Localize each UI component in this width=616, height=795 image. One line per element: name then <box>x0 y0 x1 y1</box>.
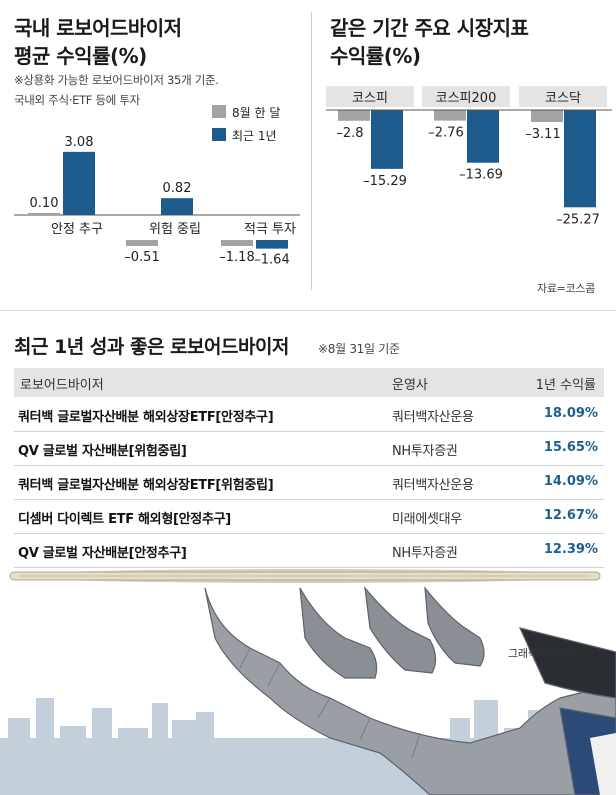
category-label-bg <box>519 86 607 107</box>
left-chart-title-line2: 평균 수익률(%) <box>14 44 147 68</box>
row-operator: 미래에셋대우 <box>392 512 462 527</box>
category-label: 코스피200 <box>436 91 497 106</box>
left-bar-chart: 안정 추구 0.10 3.08 위험 중립 –0.51 0.82 적극 투자 –1.18 –1.… <box>14 135 300 268</box>
row-return: 12.39% <box>543 542 598 557</box>
category-label-bg <box>326 86 414 107</box>
bar-value-label: –25.27 <box>556 212 600 227</box>
row-operator: NH투자증권 <box>392 546 458 561</box>
bar-value-label: 0.82 <box>163 181 192 196</box>
category-label-bg <box>422 86 510 107</box>
legend-swatch-month <box>212 105 226 118</box>
row-operator: 쿼터백자산운용 <box>392 410 474 425</box>
row-operator: 쿼터백자산운용 <box>392 478 474 493</box>
row-name: 디셈버 다이렉트 ETF 해외형[안정추구] <box>18 512 231 527</box>
source-label: 자료=코스콤 <box>537 282 596 295</box>
bar-month <box>221 240 253 246</box>
row-name: QV 글로벌 자산배분[안정추구] <box>18 546 187 561</box>
bar-year <box>161 198 193 215</box>
right-bar-chart: 코스피 –2.8 –15.29 코스피200 –2.76 –13.69 코스닥 –3.11 –2… <box>326 86 612 227</box>
bar-year <box>371 110 403 169</box>
table-header-operator: 운영사 <box>392 378 428 393</box>
bar-value-label: –1.64 <box>254 253 289 268</box>
bar-value-label: –13.69 <box>459 168 503 183</box>
row-return: 15.65% <box>543 440 598 455</box>
bar-month <box>531 110 563 122</box>
bar-year <box>564 110 596 208</box>
table-row: QV 글로벌 자산배분[안정추구] NH투자증권 12.39% <box>14 534 604 568</box>
bar-year <box>256 240 288 249</box>
bar-month <box>28 212 60 215</box>
table-header-name: 로보어드바이저 <box>20 378 104 393</box>
category-label: 위험 중립 <box>149 222 201 237</box>
table-header-return: 1년 수익률 <box>535 378 596 393</box>
left-chart-note-line1: ※상용화 가능한 로보어드바이저 35개 기준. <box>14 73 219 87</box>
bar-year <box>467 110 499 163</box>
table-title: 최근 1년 성과 좋은 로보어드바이저 <box>14 336 289 358</box>
legend-label-year: 최근 1년 <box>232 129 277 143</box>
bar-month <box>338 110 370 121</box>
row-name: 쿼터백 글로벌자산배분 해외상장ETF[안정추구] <box>18 410 274 425</box>
row-name: 쿼터백 글로벌자산배분 해외상장ETF[위험중립] <box>18 478 274 493</box>
legend-label-month: 8월 한 달 <box>232 106 281 120</box>
table-note: ※8월 31일 기준 <box>318 342 400 356</box>
table-row: 쿼터백 글로벌자산배분 해외상장ETF[안정추구] 쿼터백자산운용 18.09% <box>14 398 604 432</box>
graphic-credit: 그래픽=박상훈 <box>508 647 576 660</box>
bar-value-label: –15.29 <box>363 174 407 189</box>
bar-value-label: –3.11 <box>525 127 560 142</box>
category-label: 코스피 <box>352 91 388 106</box>
row-name: QV 글로벌 자산배분[위험중립] <box>18 444 187 459</box>
bar-value-label: –2.8 <box>336 126 363 141</box>
category-label: 코스닥 <box>545 91 581 106</box>
bar-month <box>434 110 466 121</box>
category-label: 안정 추구 <box>51 222 103 237</box>
robot-hand <box>204 586 616 795</box>
legend-swatch-year <box>212 128 226 141</box>
vertical-divider <box>311 12 312 290</box>
table-row: QV 글로벌 자산배분[위험중립] NH투자증권 15.65% <box>14 432 604 466</box>
bar-value-label: –2.76 <box>428 126 463 141</box>
row-return: 12.67% <box>543 508 598 523</box>
robot-hand-illustration <box>0 569 616 795</box>
bar-value-label: –1.18 <box>219 250 254 265</box>
table-row: 쿼터백 글로벌자산배분 해외상장ETF[위험중립] 쿼터백자산운용 14.09% <box>14 466 604 500</box>
row-operator: NH투자증권 <box>392 444 458 459</box>
bar-value-label: 0.10 <box>30 196 59 211</box>
serving-tray <box>9 569 601 583</box>
category-label: 적극 투자 <box>244 222 296 237</box>
table-header: 로보어드바이저 운영사 1년 수익률 <box>14 368 604 397</box>
table-row: 디셈버 다이렉트 ETF 해외형[안정추구] 미래에셋대우 12.67% <box>14 500 604 534</box>
right-chart-title-line1: 같은 기간 주요 시장지표 <box>330 16 529 40</box>
row-return: 18.09% <box>543 406 598 421</box>
bar-value-label: –0.51 <box>124 250 159 265</box>
bar-month <box>126 240 158 246</box>
bar-year <box>63 151 95 215</box>
left-chart-title-line1: 국내 로보어드바이저 <box>14 16 182 40</box>
left-chart-note-line2: 국내외 주식·ETF 등에 투자 <box>14 93 140 107</box>
row-return: 14.09% <box>543 474 598 489</box>
horizontal-divider <box>0 310 616 311</box>
bar-value-label: 3.08 <box>65 135 94 150</box>
right-chart-title-line2: 수익률(%) <box>330 44 421 68</box>
